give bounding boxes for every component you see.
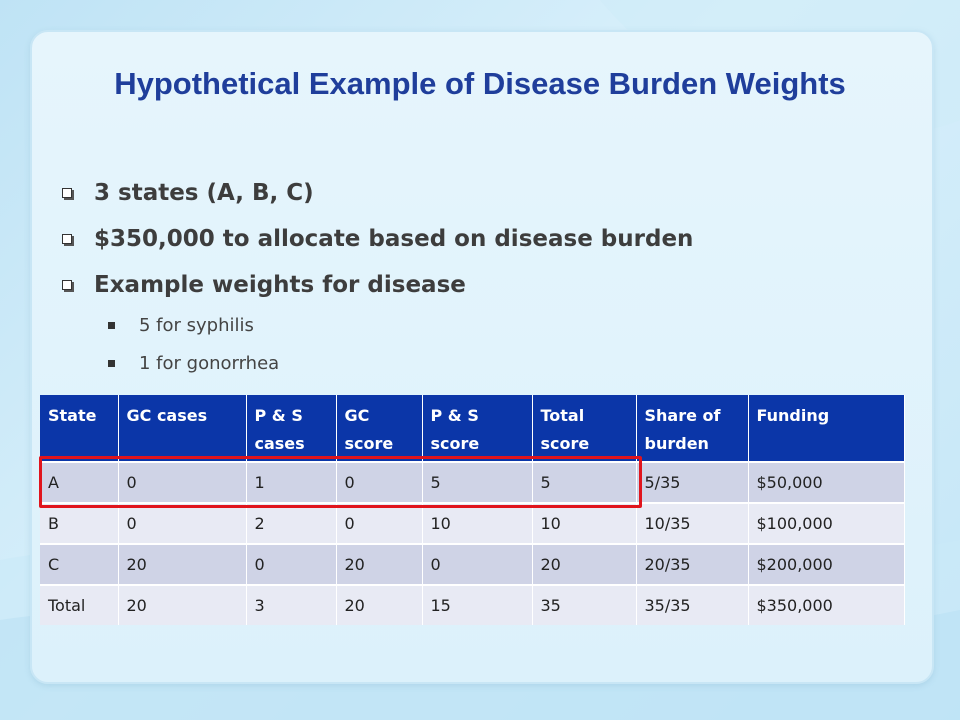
table-cell: 20 bbox=[118, 584, 247, 625]
table-cell: 0 bbox=[336, 502, 423, 544]
table-row: A 0 1 0 5 5 5/35 $50,000 bbox=[40, 461, 905, 503]
table-cell: 0 bbox=[336, 461, 423, 503]
slide-title: Hypothetical Example of Disease Burden W… bbox=[114, 66, 846, 101]
table-row: C 20 0 20 0 20 20/35 $200,000 bbox=[40, 543, 905, 585]
table-row: B 0 2 0 10 10 10/35 $100,000 bbox=[40, 502, 905, 544]
table-cell: 3 bbox=[246, 584, 337, 625]
table-cell: Total bbox=[40, 584, 119, 625]
table-cell: 1 bbox=[246, 461, 337, 503]
bullet-item: Example weights for disease bbox=[60, 267, 880, 313]
column-header: Funding bbox=[748, 395, 905, 462]
table-cell: 0 bbox=[422, 543, 533, 585]
square-bullet-icon bbox=[62, 234, 72, 244]
table-cell: 20 bbox=[336, 584, 423, 625]
table-cell: 10 bbox=[532, 502, 637, 544]
square-bullet-icon bbox=[62, 280, 72, 290]
bullet-text: $350,000 to allocate based on disease bu… bbox=[94, 226, 694, 252]
bullet-item: $350,000 to allocate based on disease bu… bbox=[60, 221, 880, 267]
table-cell: 15 bbox=[422, 584, 533, 625]
table-cell: 20 bbox=[336, 543, 423, 585]
table-cell: 5 bbox=[422, 461, 533, 503]
sub-bullet-item: 5 for syphilis bbox=[60, 313, 880, 351]
table-cell: C bbox=[40, 543, 119, 585]
table-cell: 0 bbox=[118, 502, 247, 544]
table-cell: 2 bbox=[246, 502, 337, 544]
table-cell: 5 bbox=[532, 461, 637, 503]
table-cell: 10/35 bbox=[636, 502, 749, 544]
table-cell: 0 bbox=[246, 543, 337, 585]
table-cell: 35/35 bbox=[636, 584, 749, 625]
table-header-row: State GC cases P & S cases GC score P & … bbox=[40, 395, 905, 462]
sub-bullet-text: 1 for gonorrhea bbox=[139, 353, 280, 374]
table-cell: 20 bbox=[118, 543, 247, 585]
square-bullet-icon bbox=[62, 188, 72, 198]
table-cell: $200,000 bbox=[748, 543, 905, 585]
table-cell: B bbox=[40, 502, 119, 544]
table-cell: 10 bbox=[422, 502, 533, 544]
table-cell: A bbox=[40, 461, 119, 503]
disease-burden-table: State GC cases P & S cases GC score P & … bbox=[40, 395, 905, 625]
table-cell: $100,000 bbox=[748, 502, 905, 544]
bullet-text: 3 states (A, B, C) bbox=[94, 180, 314, 206]
sub-bullet-item: 1 for gonorrhea bbox=[60, 351, 880, 389]
column-header: GC score bbox=[336, 395, 423, 462]
filled-square-bullet-icon bbox=[108, 322, 115, 329]
column-header: Total score bbox=[532, 395, 637, 462]
column-header: Share of burden bbox=[636, 395, 749, 462]
table-row-total: Total 20 3 20 15 35 35/35 $350,000 bbox=[40, 584, 905, 625]
table-cell: 20 bbox=[532, 543, 637, 585]
bullet-item: 3 states (A, B, C) bbox=[60, 175, 880, 221]
column-header: GC cases bbox=[118, 395, 247, 462]
table-cell: 0 bbox=[118, 461, 247, 503]
column-header: P & S score bbox=[422, 395, 533, 462]
table-cell: 35 bbox=[532, 584, 637, 625]
table-cell: $50,000 bbox=[748, 461, 905, 503]
column-header: State bbox=[40, 395, 119, 462]
table-cell: 5/35 bbox=[636, 461, 749, 503]
bullet-text: Example weights for disease bbox=[94, 272, 466, 298]
column-header: P & S cases bbox=[246, 395, 337, 462]
table-cell: 20/35 bbox=[636, 543, 749, 585]
bullet-list: 3 states (A, B, C) $350,000 to allocate … bbox=[60, 175, 880, 389]
filled-square-bullet-icon bbox=[108, 360, 115, 367]
table-cell: $350,000 bbox=[748, 584, 905, 625]
sub-bullet-text: 5 for syphilis bbox=[139, 315, 254, 336]
